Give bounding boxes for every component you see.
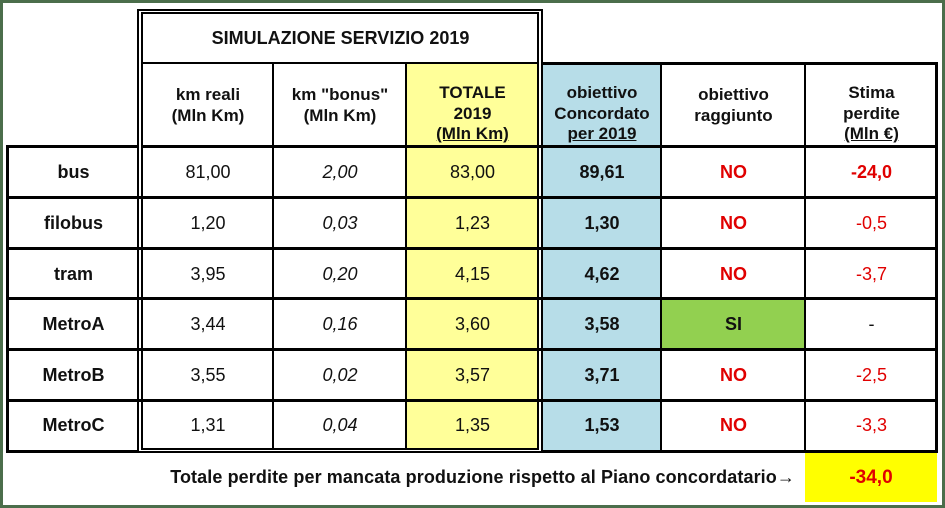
table-title: SIMULAZIONE SERVIZIO 2019 [211, 27, 470, 48]
cell-perdite: - [868, 313, 875, 334]
arrow-right-icon: → [776, 466, 795, 487]
cell-obiettivo: 3,58 [543, 300, 661, 349]
cell-raggiunto: NO [720, 263, 747, 284]
cell-totale: 1,35 [407, 401, 538, 450]
cell-km-reali: 81,00 [185, 161, 231, 182]
total-losses-label: Totale perdite per mancata produzione ri… [170, 466, 795, 487]
cell-totale: 3,60 [407, 300, 538, 349]
cell-km-bonus: 0,04 [322, 414, 358, 435]
cell-raggiunto: NO [720, 414, 747, 435]
total-losses-value: -34,0 [805, 453, 937, 502]
row-label-metrob: MetroB [42, 364, 105, 385]
cell-raggiunto-achieved: SI [662, 300, 805, 349]
cell-km-bonus: 0,02 [322, 364, 358, 385]
cell-raggiunto: NO [720, 212, 747, 233]
cell-obiettivo: 4,62 [543, 250, 661, 299]
cell-totale: 83,00 [407, 148, 538, 197]
cell-obiettivo: 89,61 [543, 148, 661, 197]
cell-obiettivo: 3,71 [543, 351, 661, 400]
cell-km-bonus: 0,20 [322, 263, 358, 284]
cell-km-reali: 3,55 [190, 364, 226, 385]
cell-raggiunto: NO [720, 161, 747, 182]
row-label-metroa: MetroA [42, 313, 105, 334]
cell-km-reali: 1,31 [190, 414, 226, 435]
cell-totale: 1,23 [407, 199, 538, 248]
cell-perdite: -24,0 [850, 161, 893, 182]
cell-km-bonus: 0,16 [322, 313, 358, 334]
cell-perdite: -3,7 [855, 263, 888, 284]
cell-obiettivo: 1,53 [543, 401, 661, 450]
col-header-stima-perdite: Stima perdite (Mln €) [843, 82, 900, 144]
row-label-tram: tram [53, 263, 93, 284]
cell-km-bonus: 0,03 [322, 212, 358, 233]
cell-perdite: -2,5 [855, 364, 888, 385]
cell-perdite: -0,5 [855, 212, 888, 233]
col-header-km-reali: km reali (Mln Km) [171, 84, 245, 125]
cell-km-bonus: 2,00 [322, 161, 358, 182]
col-header-km-bonus: km "bonus" (Mln Km) [291, 84, 389, 125]
cell-km-reali: 3,95 [190, 263, 226, 284]
cell-obiettivo: 1,30 [543, 199, 661, 248]
col-header-obiettivo-concordato: obiettivo Concordato per 2019 [543, 64, 661, 147]
cell-perdite: -3,3 [855, 414, 888, 435]
col-header-totale: TOTALE 2019 (Mln Km) [407, 64, 538, 147]
row-label-metroc: MetroC [42, 414, 105, 435]
cell-totale: 3,57 [407, 351, 538, 400]
cell-totale: 4,15 [407, 250, 538, 299]
row-label-filobus: filobus [44, 212, 103, 233]
col-header-obiettivo-raggiunto: obiettivo raggiunto [694, 84, 773, 125]
cell-km-reali: 3,44 [190, 313, 226, 334]
row-label-bus: bus [57, 161, 90, 182]
cell-km-reali: 1,20 [190, 212, 226, 233]
cell-raggiunto: NO [720, 364, 747, 385]
